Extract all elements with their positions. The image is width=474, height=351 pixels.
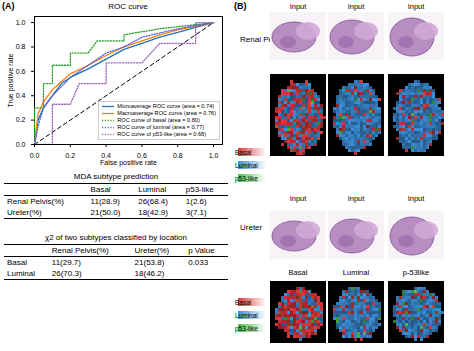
html-text:Luminal: Luminal xyxy=(7,269,35,278)
svg-text:0.2: 0.2 xyxy=(65,152,75,159)
svg-text:Input: Input xyxy=(408,194,426,203)
html-text:ROC curve of p53-like (area =: ROC curve of p53-like (area = 0.68) xyxy=(117,131,206,137)
svg-text:0.6: 0.6 xyxy=(16,68,26,75)
svg-text:Luminal: Luminal xyxy=(235,312,258,319)
svg-text:p53-like: p53-like xyxy=(235,325,258,333)
html-text:11(28.9): 11(28.9) xyxy=(90,197,120,206)
svg-text:Input: Input xyxy=(348,2,366,11)
html-text:11(29.7): 11(29.7) xyxy=(51,258,81,267)
html-text:(A): (A) xyxy=(2,1,15,11)
html-text:26(68.4): 26(68.4) xyxy=(138,197,168,206)
html-text:3(7.1): 3(7.1) xyxy=(185,208,207,217)
html-text:Basal: Basal xyxy=(90,185,111,194)
svg-text:0.0: 0.0 xyxy=(16,141,26,148)
svg-text:0.4: 0.4 xyxy=(16,92,26,99)
svg-text:0.0: 0.0 xyxy=(30,152,40,159)
svg-text:1.0: 1.0 xyxy=(209,152,219,159)
html-text:ROC curve of luminal (area = 0: ROC curve of luminal (area = 0.77) xyxy=(117,124,205,130)
html-text:Macroaverage ROC curve (area =: Macroaverage ROC curve (area = 0.76) xyxy=(117,110,216,116)
svg-text:Renal Pelvis: Renal Pelvis xyxy=(240,35,285,44)
svg-text:p53-like: p53-like xyxy=(235,175,258,183)
html-text:Luminal: Luminal xyxy=(138,185,167,194)
html-text:Microaverage ROC curve (area =: Microaverage ROC curve (area = 0.74) xyxy=(117,103,215,109)
html-text:0.033: 0.033 xyxy=(188,258,209,267)
html-text:MDA subtype prediction: MDA subtype prediction xyxy=(73,172,159,181)
svg-text:False positive rate: False positive rate xyxy=(100,159,157,167)
html-text:26(70.3): 26(70.3) xyxy=(51,269,82,278)
html-text:Basal: Basal xyxy=(7,258,27,267)
html-text:Renal Pelvis(%): Renal Pelvis(%) xyxy=(51,246,109,255)
svg-text:0.2: 0.2 xyxy=(16,116,26,123)
svg-text:0.8: 0.8 xyxy=(16,43,26,50)
svg-text:Ureter: Ureter xyxy=(240,223,263,232)
html-text:21(50.0): 21(50.0) xyxy=(90,208,121,217)
svg-text:Basal: Basal xyxy=(235,149,252,156)
html-text:p Value: p Value xyxy=(188,246,215,255)
html-text:18(42.9): 18(42.9) xyxy=(138,208,168,217)
svg-text:Input: Input xyxy=(348,194,366,203)
svg-text:0.8: 0.8 xyxy=(173,152,183,159)
html-text:Renal Pelvis(%): Renal Pelvis(%) xyxy=(7,197,64,206)
svg-text:Input: Input xyxy=(290,194,308,203)
svg-text:0.4: 0.4 xyxy=(101,152,111,160)
svg-text:p-53like: p-53like xyxy=(403,268,429,277)
html-text:ROC curve: ROC curve xyxy=(108,2,148,11)
html-text:ROC curve of basal (area = 0.8: ROC curve of basal (area = 0.80) xyxy=(117,117,200,123)
svg-text:Luminal: Luminal xyxy=(235,162,258,169)
svg-text:Input: Input xyxy=(408,2,426,11)
html-text:Ureter(%): Ureter(%) xyxy=(7,208,42,217)
html-text:1(2.6): 1(2.6) xyxy=(185,197,207,206)
html-text:Ureter(%): Ureter(%) xyxy=(134,246,170,255)
html-text:18(46.2): 18(46.2) xyxy=(134,269,165,278)
svg-text:Basal: Basal xyxy=(289,268,308,277)
svg-text:1.0: 1.0 xyxy=(16,19,26,26)
html-text:χ2 of two subtypes classified: χ2 of two subtypes classified by locatio… xyxy=(45,233,187,242)
svg-text:0.6: 0.6 xyxy=(137,152,147,160)
svg-text:Luminal: Luminal xyxy=(343,268,370,277)
svg-text:Input: Input xyxy=(290,2,308,11)
svg-text:(B): (B) xyxy=(234,1,247,11)
svg-text:True positive rate: True positive rate xyxy=(7,53,15,107)
html-text:21(53.8): 21(53.8) xyxy=(134,258,165,267)
html-text:p53-like: p53-like xyxy=(185,185,214,194)
svg-text:Basal: Basal xyxy=(235,299,252,306)
